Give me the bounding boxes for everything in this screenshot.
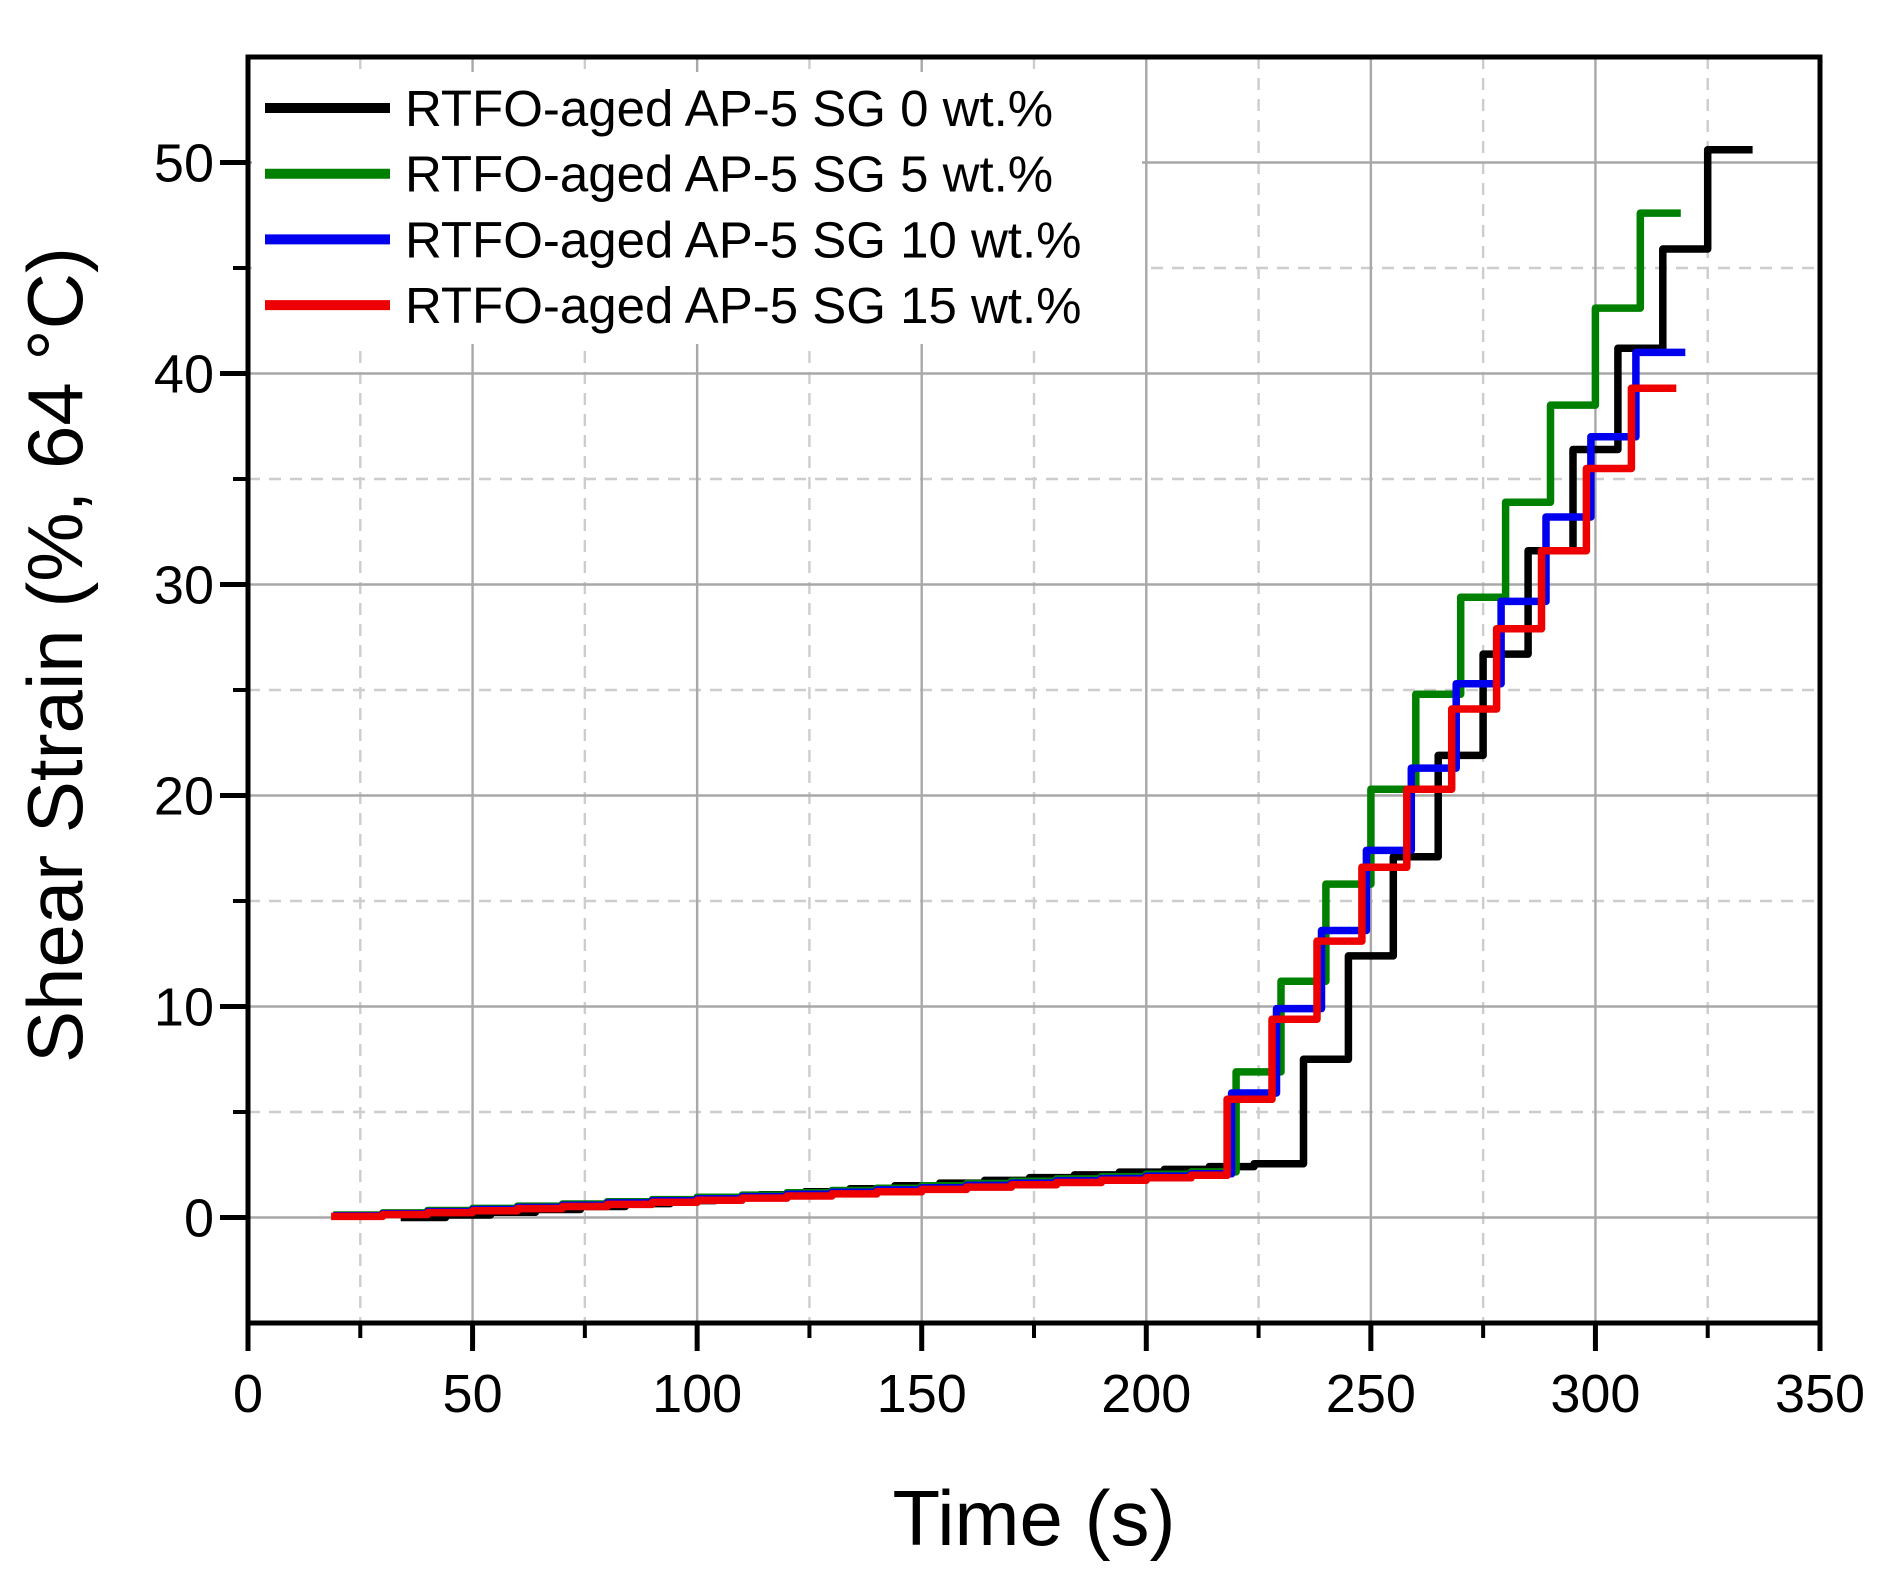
legend-label-3: RTFO-aged AP-5 SG 15 wt.% (405, 277, 1082, 334)
legend-entry-3: RTFO-aged AP-5 SG 15 wt.% (265, 277, 1082, 334)
x-tick-label-350: 350 (1775, 1364, 1865, 1424)
y-tick-label-40: 40 (154, 345, 214, 405)
y-tick-label-50: 50 (154, 134, 214, 194)
y-axis-title: Shear Strain (%, 64 °C) (11, 247, 99, 1063)
y-tick-label-30: 30 (154, 556, 214, 616)
series-lines (331, 146, 1753, 1222)
axis-ticks (220, 160, 1823, 1351)
y-tick-label-10: 10 (154, 978, 214, 1038)
x-tick-label-300: 300 (1550, 1364, 1640, 1424)
x-tick-label-0: 0 (233, 1364, 263, 1424)
legend-background (252, 72, 1142, 344)
x-tick-label-200: 200 (1101, 1364, 1191, 1424)
x-axis-title: Time (s) (892, 1474, 1175, 1562)
legend-entry-1: RTFO-aged AP-5 SG 5 wt.% (265, 146, 1053, 203)
tick-labels: 0 50 100 150 200 250 300 350 0 10 20 30 40 50 (154, 134, 1865, 1425)
y-tick-label-20: 20 (154, 767, 214, 827)
series-line-3 (331, 384, 1677, 1221)
legend-label-1: RTFO-aged AP-5 SG 5 wt.% (405, 146, 1053, 203)
x-tick-label-250: 250 (1326, 1364, 1416, 1424)
x-tick-label-50: 50 (443, 1364, 503, 1424)
legend-entry-0: RTFO-aged AP-5 SG 0 wt.% (265, 80, 1053, 137)
legend-label-2: RTFO-aged AP-5 SG 10 wt.% (405, 211, 1082, 268)
y-tick-label-0: 0 (184, 1189, 214, 1249)
plot-frame (245, 54, 1823, 1326)
legend: RTFO-aged AP-5 SG 0 wt.% RTFO-aged AP-5 S… (265, 80, 1082, 334)
x-tick-label-150: 150 (877, 1364, 967, 1424)
x-tick-label-100: 100 (652, 1364, 742, 1424)
legend-label-0: RTFO-aged AP-5 SG 0 wt.% (405, 80, 1053, 137)
legend-entry-2: RTFO-aged AP-5 SG 10 wt.% (265, 211, 1082, 268)
